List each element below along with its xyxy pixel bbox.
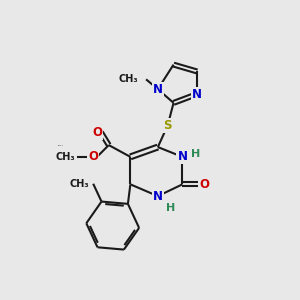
Text: N: N xyxy=(177,150,188,164)
Text: O: O xyxy=(92,126,102,139)
Text: H: H xyxy=(166,203,175,213)
Text: O: O xyxy=(88,150,98,164)
Text: CH₃: CH₃ xyxy=(56,152,75,162)
Text: O: O xyxy=(199,178,209,191)
Text: N: N xyxy=(153,82,163,96)
Text: H: H xyxy=(191,149,200,159)
Text: N: N xyxy=(192,88,202,100)
Text: CH₃: CH₃ xyxy=(70,179,89,189)
Text: methoxy: methoxy xyxy=(58,145,64,146)
Text: S: S xyxy=(164,119,172,132)
Text: N: N xyxy=(153,190,163,202)
Text: CH₃: CH₃ xyxy=(118,74,138,84)
